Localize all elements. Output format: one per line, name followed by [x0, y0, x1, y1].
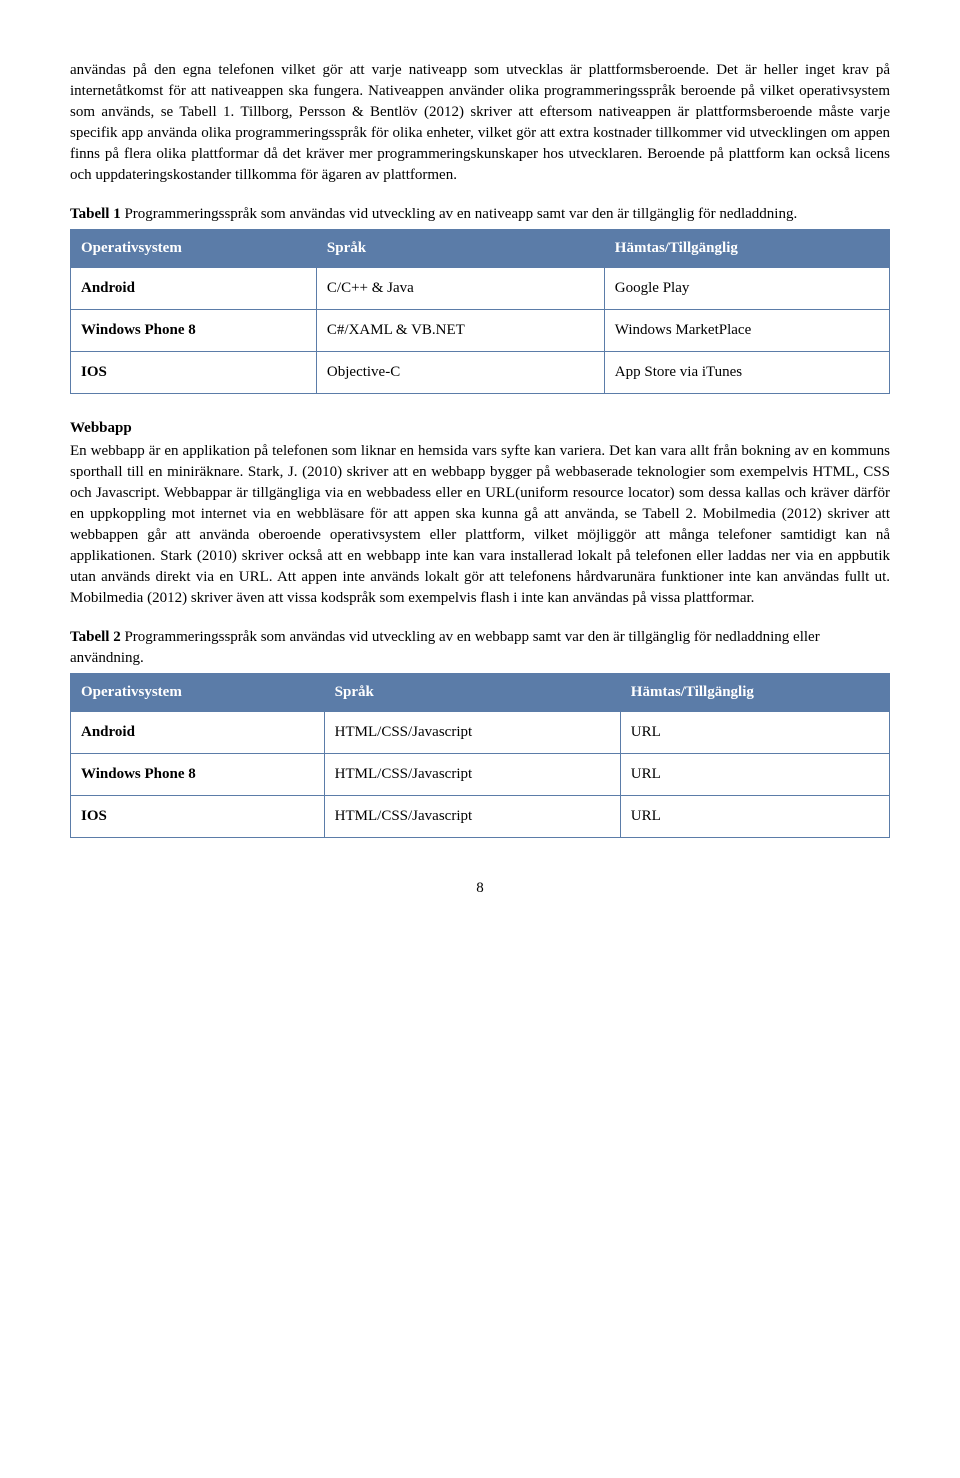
table1-cell: Objective-C — [316, 352, 604, 394]
table2-cell: Android — [71, 712, 325, 754]
table-row: IOS HTML/CSS/Javascript URL — [71, 796, 890, 838]
table1-header-os: Operativsystem — [71, 230, 317, 268]
table2-caption: Tabell 2 Programmeringsspråk som använda… — [70, 627, 890, 669]
table2-cell: IOS — [71, 796, 325, 838]
table2-cell: Windows Phone 8 — [71, 754, 325, 796]
table2-caption-label: Tabell 2 — [70, 629, 121, 645]
table-row: IOS Objective-C App Store via iTunes — [71, 352, 890, 394]
table-row: Android C/C++ & Java Google Play — [71, 268, 890, 310]
table-row: Windows Phone 8 C#/XAML & VB.NET Windows… — [71, 310, 890, 352]
table1-cell: Windows Phone 8 — [71, 310, 317, 352]
table1-header-lang: Språk — [316, 230, 604, 268]
table1-cell: IOS — [71, 352, 317, 394]
table1-cell: App Store via iTunes — [604, 352, 889, 394]
table2-cell: URL — [620, 712, 889, 754]
paragraph-1: användas på den egna telefonen vilket gö… — [70, 60, 890, 186]
table2-header-lang: Språk — [324, 674, 620, 712]
page-number: 8 — [70, 878, 890, 899]
table2-caption-text: Programmeringsspråk som användas vid utv… — [70, 629, 820, 666]
table1-caption: Tabell 1 Programmeringsspråk som använda… — [70, 204, 890, 225]
table1-cell: Google Play — [604, 268, 889, 310]
table1-cell: Windows MarketPlace — [604, 310, 889, 352]
table-row: Android HTML/CSS/Javascript URL — [71, 712, 890, 754]
paragraph-2: En webbapp är en applikation på telefone… — [70, 441, 890, 609]
table2-cell: HTML/CSS/Javascript — [324, 796, 620, 838]
table2-header-os: Operativsystem — [71, 674, 325, 712]
table2-cell: HTML/CSS/Javascript — [324, 754, 620, 796]
table-row: Windows Phone 8 HTML/CSS/Javascript URL — [71, 754, 890, 796]
table2-cell: HTML/CSS/Javascript — [324, 712, 620, 754]
table-2: Operativsystem Språk Hämtas/Tillgänglig … — [70, 673, 890, 838]
table2-header-source: Hämtas/Tillgänglig — [620, 674, 889, 712]
table-1: Operativsystem Språk Hämtas/Tillgänglig … — [70, 229, 890, 394]
table1-caption-label: Tabell 1 — [70, 206, 121, 222]
table2-cell: URL — [620, 754, 889, 796]
subheading-webbapp: Webbapp — [70, 418, 890, 439]
table1-cell: C/C++ & Java — [316, 268, 604, 310]
table1-cell: Android — [71, 268, 317, 310]
table1-header-source: Hämtas/Tillgänglig — [604, 230, 889, 268]
table1-cell: C#/XAML & VB.NET — [316, 310, 604, 352]
table2-cell: URL — [620, 796, 889, 838]
table1-caption-text: Programmeringsspråk som användas vid utv… — [121, 206, 798, 222]
